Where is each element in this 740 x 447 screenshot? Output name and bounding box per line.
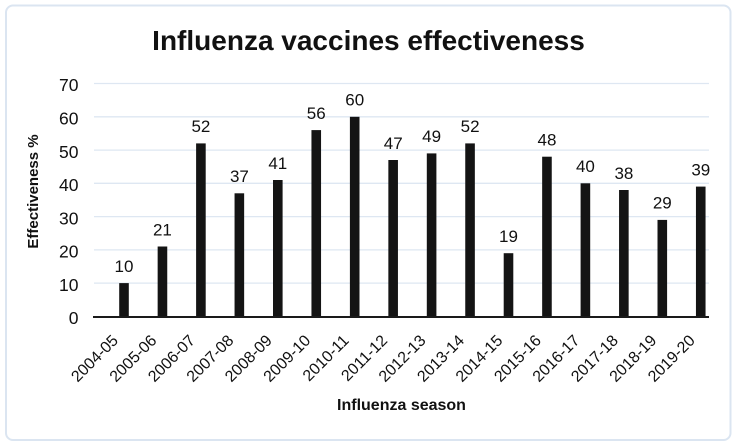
svg-text:60: 60 (59, 109, 79, 129)
svg-text:Influenza vaccines effectivene: Influenza vaccines effectiveness (152, 25, 585, 56)
svg-text:70: 70 (59, 75, 79, 95)
svg-text:10: 10 (115, 257, 134, 276)
svg-text:40: 40 (59, 175, 79, 195)
svg-text:38: 38 (614, 164, 633, 183)
svg-text:30: 30 (59, 208, 79, 228)
svg-text:Influenza season: Influenza season (337, 397, 466, 414)
svg-text:47: 47 (384, 134, 403, 153)
svg-text:49: 49 (422, 127, 441, 146)
svg-text:37: 37 (230, 167, 249, 186)
svg-text:41: 41 (268, 154, 287, 173)
svg-text:40: 40 (576, 157, 595, 176)
svg-text:21: 21 (153, 220, 172, 239)
svg-text:50: 50 (59, 142, 79, 162)
svg-text:Effectiveness %: Effectiveness % (25, 134, 42, 248)
svg-text:52: 52 (461, 117, 480, 136)
svg-text:52: 52 (191, 117, 210, 136)
svg-text:0: 0 (69, 308, 79, 328)
svg-text:60: 60 (345, 91, 364, 110)
svg-text:20: 20 (59, 242, 79, 262)
svg-text:29: 29 (653, 194, 672, 213)
svg-text:48: 48 (538, 131, 557, 150)
svg-text:19: 19 (499, 227, 518, 246)
svg-text:39: 39 (691, 160, 710, 179)
svg-text:10: 10 (59, 275, 79, 295)
svg-text:56: 56 (307, 104, 326, 123)
